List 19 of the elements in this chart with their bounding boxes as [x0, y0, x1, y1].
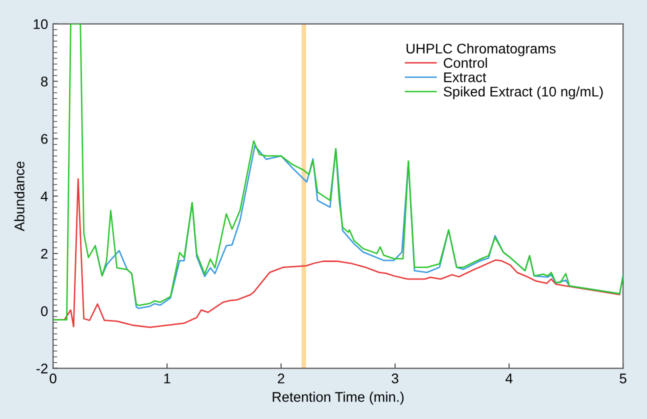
x-tick-label: 2	[278, 374, 284, 384]
x-tick-label: 5	[620, 374, 626, 384]
legend-label: Extract	[444, 72, 486, 82]
y-tick-label: -2	[36, 364, 48, 374]
x-tick-label: 1	[164, 374, 170, 384]
x-tick-label: 4	[506, 374, 513, 384]
y-tick-label: 8	[41, 76, 48, 86]
y-tick-label: 0	[41, 306, 48, 316]
x-axis-title: Retention Time (min.)	[272, 392, 404, 405]
y-tick-label: 6	[41, 134, 48, 144]
y-tick-label: 10	[34, 19, 48, 30]
y-axis-title: Abundance	[14, 162, 24, 232]
legend-label: Spiked Extract (10 ng/mL)	[444, 86, 603, 100]
x-tick-label: 3	[392, 374, 398, 384]
legend-title: UHPLC Chromatograms	[406, 43, 556, 56]
y-tick-label: 4	[40, 192, 48, 202]
x-tick-label: 0	[50, 374, 56, 384]
y-tick-label: 2	[41, 248, 48, 259]
legend-label: Control	[444, 58, 487, 68]
